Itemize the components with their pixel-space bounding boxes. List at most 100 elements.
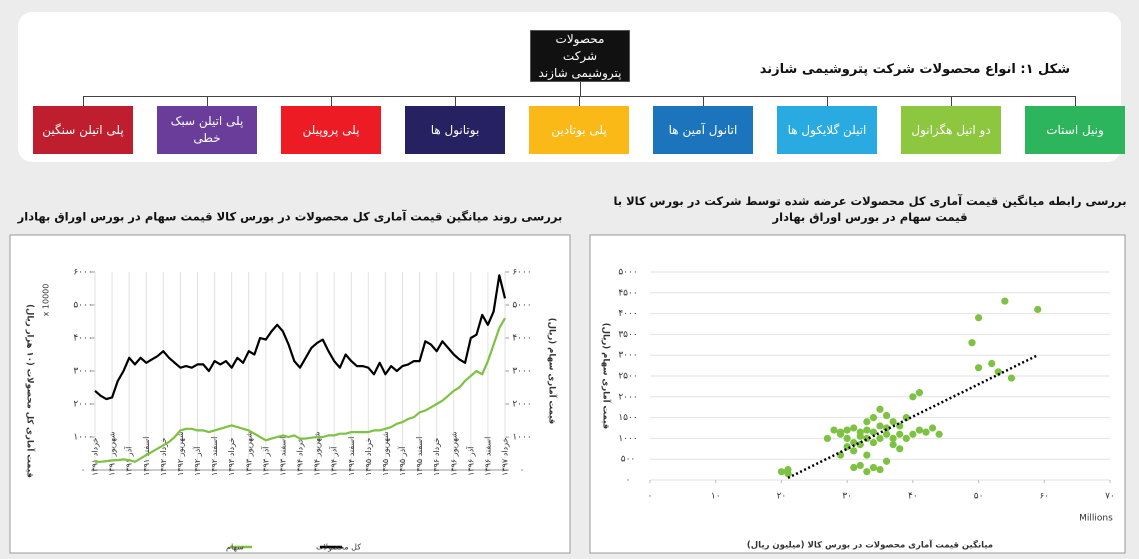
scatter-point (836, 451, 845, 459)
y-tick-label: ۳۰۰۰ (618, 351, 637, 361)
scatter-point (909, 430, 917, 438)
scatter-point (876, 466, 884, 474)
connector (455, 96, 456, 106)
connector (331, 96, 332, 106)
x-tick-label: شهریور ۱۳۹۴ (313, 431, 322, 476)
diagram-title: شکل ۱: انواع محصولات شرکت پتروشیمی شازند (759, 62, 1070, 77)
scatter-point (882, 457, 891, 465)
child-node: ونیل استات (1025, 106, 1125, 154)
y-tick-label: ۵۰۰۰ (618, 268, 637, 278)
y-axis-title: قیمت آماری سهام (ریال) (601, 323, 613, 429)
y-tick-label: ۲۰۰۰ (618, 392, 637, 402)
x-tick-label: ۳۰ (842, 492, 852, 502)
chart-title: بررسی روند میانگین قیمت آماری کل محصولات… (17, 210, 563, 225)
title-line: قیمت سهام در بورس اوراق بهادار (772, 210, 968, 225)
title-line: بررسی رابطه میانگین قیمت آماری کل محصولا… (613, 194, 1126, 209)
scatter-point (850, 424, 858, 432)
scatter-point (869, 428, 878, 436)
x-tick-label: شهریور ۱۳۹۶ (449, 431, 458, 476)
scatter-point (823, 434, 832, 442)
y-tick-label: ۲۰۰۰ (73, 400, 92, 410)
child-node: دو اتیل هگزانول (901, 106, 1001, 154)
y2-tick-label: ۵۰۰۰ (512, 301, 531, 311)
x-tick-label: خرداد ۱۳۹۳ (227, 438, 236, 476)
y-tick-label: ۵۰۰ (621, 455, 636, 465)
scatter-point (915, 389, 924, 397)
chart-title: بررسی رابطه میانگین قیمت آماری کل محصولا… (613, 194, 1126, 225)
scatter-point (777, 468, 786, 476)
scatter-point (869, 414, 878, 422)
y-tick-label: ۴۰۰۰ (73, 334, 92, 344)
scatter-point (863, 426, 871, 434)
y-tick-label: ۲۵۰۰ (618, 372, 637, 382)
chart-frame (589, 234, 1126, 554)
scatter-point (836, 430, 845, 438)
scatter-point (968, 339, 976, 347)
x-tick-label: شهریور ۱۳۹۲ (176, 431, 185, 476)
y-tick-label: ۰ (81, 466, 86, 476)
x-tick-label: اسفند ۱۳۹۳ (278, 437, 287, 476)
scatter-point (850, 438, 858, 447)
scatter-point (928, 424, 937, 432)
scatter-point (869, 438, 878, 447)
scatter-point (882, 430, 891, 438)
scatter-point (974, 314, 983, 322)
scatter-point (850, 447, 858, 455)
scatter-point (863, 418, 871, 426)
y2-tick-label: ۱۰۰۰ (512, 433, 531, 443)
child-node: اتیلن گلایکول ها (777, 106, 877, 154)
scatter-point (1001, 297, 1009, 305)
scatter-point (974, 364, 983, 372)
scatter-point (896, 430, 904, 438)
connector (951, 96, 952, 106)
x-tick-label: ۰ (648, 492, 653, 502)
y-tick-label: ۶۰۰۰ (73, 268, 92, 278)
x-tick-label: آذر ۱۳۹۳ (260, 446, 270, 476)
x-tick-label: ۷۰ (1105, 492, 1115, 502)
y-tick-label: ۴۰۰۰ (618, 309, 637, 319)
y2-tick-label: ۴۰۰۰ (512, 334, 531, 344)
scatter-point (784, 470, 792, 478)
line-series (95, 317, 506, 463)
scatter-point (850, 463, 858, 472)
y-tick-label: ۱۵۰۰ (618, 413, 637, 423)
scatter-point (863, 451, 871, 459)
scatter-point (863, 468, 871, 476)
chart-frame (9, 234, 571, 554)
y-tick-label: ۱۰۰۰ (73, 433, 92, 443)
x-tick-label: اسفند ۱۳۹۵ (415, 437, 424, 476)
x-tick-label: ۱۰ (711, 492, 721, 502)
y-axis-title: قیمت آماری کل محصولات (۱۰ هزار ریال) (25, 304, 37, 478)
child-node: پلی اتیلن سنگین (33, 106, 133, 154)
scatter-point (915, 426, 924, 434)
scatter-point (830, 426, 838, 434)
connector (1075, 96, 1076, 106)
connector (703, 96, 704, 106)
x-tick-label: شهریور ۱۳۹۱ (108, 431, 117, 476)
y-tick-label: ۴۵۰۰ (618, 288, 637, 298)
x-tick-label: ۲۰ (777, 492, 787, 502)
x-tick-label: ۶۰ (1039, 492, 1049, 502)
connector (580, 82, 581, 96)
y-multiplier: x 10000 (42, 284, 51, 317)
x-tick-label: آذر ۱۳۹۴ (329, 446, 339, 476)
scatter-point (988, 359, 996, 368)
connector (207, 96, 208, 106)
y-tick-label: ۰ (626, 476, 631, 486)
y-tick-label: ۳۵۰۰ (618, 330, 637, 340)
x-tick-label: شهریور ۱۳۹۳ (244, 431, 253, 476)
y-tick-label: ۳۰۰۰ (73, 367, 92, 377)
connector (579, 96, 580, 106)
y-tick-label: ۱۰۰۰ (618, 434, 637, 444)
child-node: پلی بوتادین (529, 106, 629, 154)
scatter-point (889, 418, 897, 426)
scatter-point (1034, 305, 1042, 314)
scatter-point (902, 414, 910, 422)
y2-tick-label: ۶۰۰۰ (512, 268, 531, 278)
connector (83, 96, 84, 106)
scatter-point (902, 434, 910, 442)
x-tick-label: اسفند ۱۳۹۲ (210, 437, 219, 476)
y2-tick-label: ۳۰۰۰ (512, 367, 531, 377)
scatter-point (994, 368, 1002, 376)
